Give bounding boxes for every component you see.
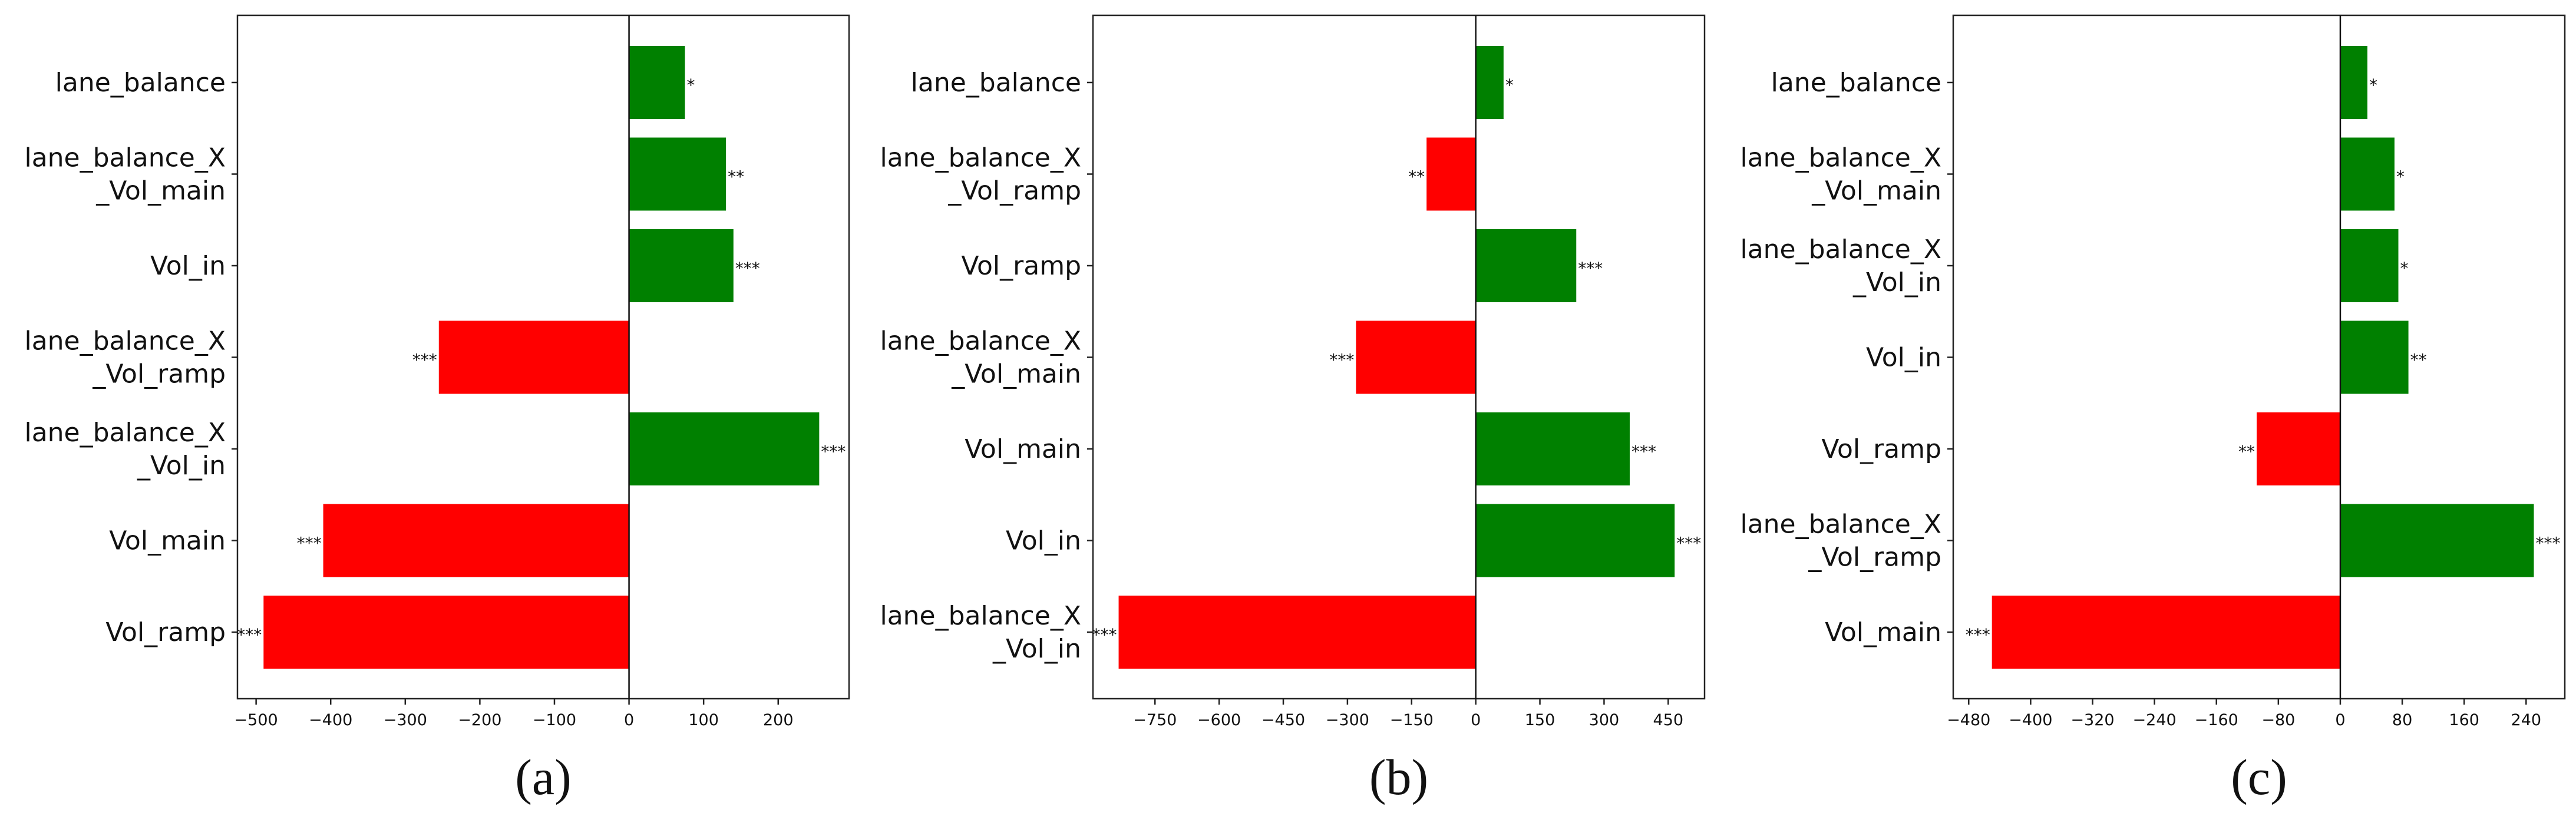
x-tick-label: 100 (688, 711, 719, 729)
x-tick-label: −600 (1197, 711, 1241, 729)
category-label: lane_balance_X _Vol_ramp (1740, 510, 1941, 573)
category-label: Vol_ramp (961, 251, 1081, 281)
bar (629, 412, 820, 485)
significance-label: *** (1966, 625, 1990, 645)
chart-panel-1: lane_balance * lane_balance_X _Vol_main ** Vo… (24, 14, 850, 805)
bar (1475, 412, 1630, 485)
category-label: Vol_ramp (1821, 434, 1941, 464)
x-tick-label: −150 (1390, 711, 1434, 729)
x-tick-label: −400 (2009, 711, 2052, 729)
significance-label: *** (1676, 534, 1701, 553)
significance-label: *** (735, 259, 760, 278)
significance-label: *** (412, 351, 437, 370)
bar (2340, 137, 2395, 211)
bar (1118, 596, 1476, 669)
significance-label: *** (821, 442, 846, 461)
bar (629, 229, 734, 302)
significance-label: *** (1578, 259, 1603, 278)
significance-label: *** (1092, 625, 1117, 645)
category-label: Vol_in (1006, 526, 1081, 556)
x-tick-label: −480 (1947, 711, 1990, 729)
x-tick-label: 150 (1525, 711, 1555, 729)
x-tick-label: −500 (235, 711, 278, 729)
bar (1475, 46, 1504, 119)
bar (323, 504, 629, 577)
x-tick-label: −80 (2261, 711, 2295, 729)
category-label: lane_balance_X _Vol_in (880, 601, 1081, 664)
bar (1475, 229, 1577, 302)
x-tick-label: −240 (2133, 711, 2177, 729)
chart-panel-3: lane_balance * lane_balance_X _Vol_main * lan… (1740, 14, 2566, 805)
bar (2257, 412, 2340, 485)
significance-label: ** (2410, 351, 2427, 370)
category-label: lane_balance_X _Vol_in (1740, 234, 1941, 298)
bar (1356, 320, 1476, 394)
category-label: lane_balance_X _Vol_ramp (24, 326, 226, 389)
category-label: Vol_main (965, 434, 1081, 464)
bar (263, 596, 629, 669)
bar (2340, 320, 2409, 394)
category-label: lane_balance_X _Vol_main (24, 143, 226, 206)
bar (2340, 229, 2399, 302)
x-tick-label: 300 (1589, 711, 1620, 729)
bar (2340, 46, 2367, 119)
significance-label: ** (2238, 442, 2255, 461)
significance-label: *** (1632, 442, 1656, 461)
bar (2340, 504, 2534, 577)
chart-panel-2: lane_balance * lane_balance_X _Vol_ramp ** Vo… (880, 14, 1706, 805)
x-tick-label: −300 (1326, 711, 1369, 729)
category-label: Vol_in (150, 251, 226, 281)
x-tick-label: −300 (384, 711, 427, 729)
x-tick-label: 0 (624, 711, 634, 729)
significance-label: *** (297, 534, 322, 553)
category-label: Vol_main (109, 526, 226, 556)
bar (438, 320, 629, 394)
x-tick-label: 0 (2335, 711, 2345, 729)
category-label: lane_balance_X _Vol_ramp (880, 143, 1081, 206)
panel-label: (a) (515, 749, 571, 805)
x-tick-label: −160 (2195, 711, 2238, 729)
category-label: Vol_in (1866, 343, 1941, 373)
significance-label: * (2400, 259, 2409, 278)
category-label: Vol_ramp (105, 617, 226, 647)
panel-label: (c) (2231, 749, 2287, 805)
x-tick-label: 240 (2511, 711, 2542, 729)
bar (1426, 137, 1476, 211)
significance-label: *** (237, 625, 262, 645)
x-tick-label: 450 (1653, 711, 1684, 729)
category-label: lane_balance (55, 68, 226, 98)
x-tick-label: 0 (1471, 711, 1481, 729)
category-label: lane_balance_X _Vol_main (880, 326, 1081, 389)
x-tick-label: −200 (458, 711, 501, 729)
x-tick-label: 200 (763, 711, 794, 729)
bar (629, 46, 685, 119)
bar (629, 137, 726, 211)
significance-label: * (2369, 75, 2377, 95)
significance-label: * (2396, 167, 2405, 187)
significance-label: *** (1329, 351, 1354, 370)
x-tick-label: 160 (2449, 711, 2479, 729)
panel-label: (b) (1369, 749, 1428, 805)
significance-label: * (687, 75, 695, 95)
x-tick-label: −100 (533, 711, 576, 729)
x-tick-label: −750 (1133, 711, 1177, 729)
significance-label: ** (728, 167, 744, 187)
category-label: Vol_main (1825, 617, 1941, 647)
bar (1475, 504, 1675, 577)
significance-label: *** (2535, 534, 2560, 553)
category-label: lane_balance (911, 68, 1081, 98)
category-label: lane_balance_X _Vol_main (1740, 143, 1941, 206)
x-tick-label: −320 (2070, 711, 2114, 729)
x-tick-label: 80 (2392, 711, 2412, 729)
category-label: lane_balance_X _Vol_in (24, 418, 226, 481)
x-tick-label: −450 (1261, 711, 1305, 729)
x-tick-label: −400 (309, 711, 352, 729)
category-label: lane_balance (1771, 68, 1941, 98)
significance-label: ** (1408, 167, 1425, 187)
significance-label: * (1505, 75, 1514, 95)
bar (1992, 596, 2340, 669)
